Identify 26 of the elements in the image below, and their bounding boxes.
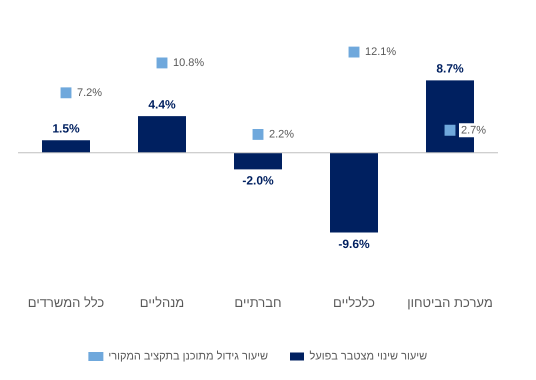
- point: [252, 128, 264, 140]
- data-label: 12.1%: [365, 46, 396, 58]
- data-label: -9.6%: [338, 236, 370, 251]
- point: [348, 46, 360, 58]
- bar: [42, 140, 90, 153]
- point: [156, 57, 168, 68]
- data-label: 8.7%: [436, 62, 464, 76]
- data-label: -2.0%: [242, 174, 274, 188]
- point: [444, 124, 456, 136]
- bar: [138, 116, 186, 153]
- x-tick-label: מערכת הביטחון: [407, 294, 493, 310]
- x-tick-label: חברתיים: [234, 294, 282, 310]
- x-tick-label: מנהליים: [140, 294, 184, 310]
- legend-label: שיעור שינוי מצטבר בפועל: [309, 350, 428, 363]
- bar: [330, 152, 378, 233]
- x-tick-label: כלל המשרדים: [28, 294, 104, 310]
- x-tick-label: כלכליים: [333, 294, 376, 310]
- bar: [234, 152, 282, 170]
- data-label: 2.7%: [461, 124, 486, 136]
- legend-label: שיעור גידול מתוכנן בתקציב המקורי: [108, 350, 268, 363]
- data-label: 2.2%: [269, 128, 294, 140]
- data-label: 1.5%: [52, 122, 80, 136]
- data-label: 7.2%: [77, 86, 102, 99]
- data-label: 10.8%: [173, 56, 204, 69]
- point: [60, 87, 72, 98]
- data-label: 4.4%: [148, 97, 176, 112]
